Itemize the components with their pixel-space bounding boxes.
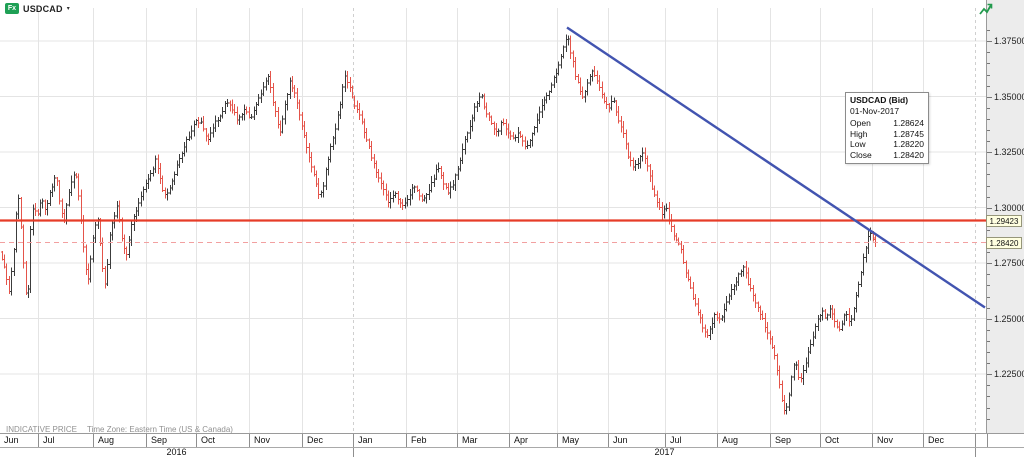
price-tick [987,407,990,409]
price-chart-canvas[interactable] [0,0,986,433]
price-tick [987,130,990,131]
tooltip-field-label: Low [850,139,866,149]
price-axis[interactable]: 1.37500 1.35000 1.32500 1.30000 1.27500 1.250… [986,0,1024,433]
price-tick [987,396,990,397]
month-label: Aug [717,434,770,447]
month-label: Aug [93,434,146,447]
tooltip-row: Close 1.28420 [850,150,924,161]
tooltip-row: Open 1.28624 [850,118,924,129]
month-label: May [557,434,608,447]
month-label: Oct [820,434,872,447]
price-tick [987,174,990,175]
tooltip-row: Low 1.28220 [850,139,924,150]
timezone-label: Time Zone: Eastern Time (US & Canada) [86,425,233,434]
tooltip-rows: Open 1.28624 High 1.28745 Low 1.28220 Close 1.2… [850,118,924,160]
disclaimer: INDICATIVE PRICE Time Zone: Eastern Time … [6,425,243,434]
trendline-annotation[interactable] [566,26,986,309]
month-label: Dec [302,434,353,447]
tooltip-field-value: 1.28220 [893,139,924,149]
price-tick [987,374,992,375]
price-tick [987,196,990,198]
fx-asset-class-icon: Fx [5,3,19,14]
price-tick [987,340,990,342]
month-label: Mar [457,434,509,447]
price-tick [987,74,990,76]
month-label: Jun [608,434,665,447]
year-label: 2016 [166,448,187,457]
tooltip-field-label: Close [850,149,872,160]
month-label: Apr [509,434,557,447]
price-tick [987,207,992,209]
month-label: Sep [146,434,196,447]
symbol-label: USDCAD [23,3,63,14]
price-tick [987,85,990,87]
price-tick [987,252,990,253]
price-tick [987,329,990,331]
tooltip-field-label: High [850,128,868,139]
tooltip-field-label: Open [850,118,871,128]
price-tag-horizontal-line-level: 1.29423 [986,214,1022,227]
price-tag-last-price-level: 1.28420 [986,236,1022,249]
tooltip-row: High 1.28745 [850,129,924,140]
symbol-selector[interactable]: Fx USDCAD ▾ [5,2,70,15]
price-tick [987,352,990,353]
price-label: 1.37500 [994,36,1024,46]
price-tick [987,118,990,120]
year-label [975,448,1024,457]
price-tick [987,185,990,187]
price-tick [987,41,992,42]
month-label: Feb [406,434,457,447]
price-tick [987,152,992,153]
year-label: 2017 [353,448,975,457]
price-tick [987,363,990,364]
month-label [987,434,1024,447]
price-tick [987,285,990,286]
price-tick [987,307,990,309]
price-label: 1.27500 [994,258,1024,268]
month-label: Sep [770,434,820,447]
month-label: Jan [353,434,406,447]
price-tick [987,418,990,420]
tooltip-field-value: 1.28420 [893,149,924,160]
up-bars [10,34,872,415]
price-tick [987,163,990,164]
price-tick [987,30,990,31]
tooltip-field-value: 1.28624 [893,118,924,128]
price-tick [987,296,990,298]
tooltip-date: 01-Nov-2017 [850,106,900,116]
price-tick [987,318,992,320]
price-tick [987,141,990,142]
year-row: 2016 2017 [0,448,1024,457]
price-tick [987,229,990,231]
month-label [975,434,987,447]
month-label: Dec [923,434,975,447]
price-tick [987,107,990,109]
price-label: 1.32500 [994,147,1024,157]
tooltip-field-value: 1.28745 [893,128,924,139]
price-tick [987,96,992,98]
month-label: Jul [665,434,717,447]
month-label: Jun [4,435,19,445]
month-label: Oct [196,434,249,447]
price-trend-icon[interactable] [978,2,994,22]
time-axis[interactable]: Jun Jul Aug Sep Oct Nov Dec Jan Feb Mar Apr May Jun J… [0,433,1024,457]
month-row: Jun Jul Aug Sep Oct Nov Dec Jan Feb Mar Apr May Jun J… [0,434,1024,448]
price-tick [987,274,990,275]
price-tick [987,63,990,64]
price-label: 1.22500 [994,369,1024,379]
price-label: 1.30000 [994,202,1024,213]
month-label: Nov [249,434,302,447]
price-label: 1.35000 [994,91,1024,102]
price-label: 1.25000 [994,313,1024,324]
month-label: Nov [872,434,923,447]
price-tick [987,263,992,264]
price-tick [987,52,990,53]
tooltip-title: USDCAD (Bid) [850,95,909,105]
chevron-down-icon[interactable]: ▾ [66,6,70,12]
price-tick [987,385,990,386]
month-label: Jul [38,434,93,447]
ohlc-tooltip: USDCAD (Bid) 01-Nov-2017 Open 1.28624 High… [845,92,929,164]
indicative-price-label: INDICATIVE PRICE [6,425,77,434]
